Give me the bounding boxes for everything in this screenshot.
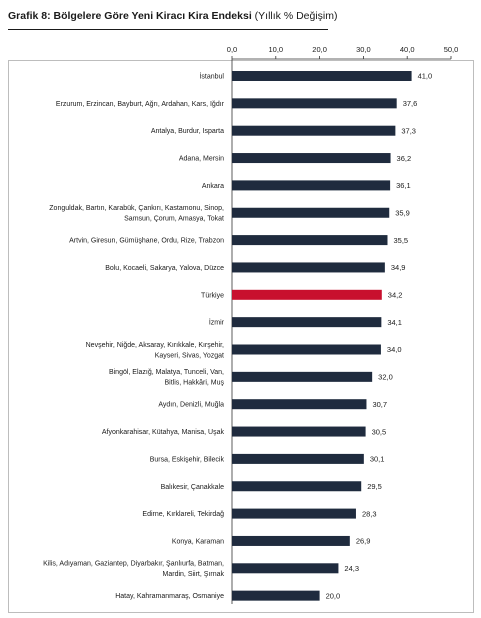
data-label: 37,6 bbox=[403, 99, 418, 108]
bar bbox=[232, 207, 390, 218]
data-label: 36,1 bbox=[396, 181, 411, 190]
data-label: 34,9 bbox=[391, 263, 406, 272]
chart-frame bbox=[8, 60, 474, 613]
data-label: 34,1 bbox=[387, 318, 402, 327]
data-label: 29,5 bbox=[367, 482, 382, 491]
data-label: 26,9 bbox=[356, 537, 371, 546]
data-label: 30,1 bbox=[370, 455, 385, 464]
bar bbox=[232, 262, 385, 273]
x-tick-label: 50,0 bbox=[444, 45, 459, 54]
data-label: 28,3 bbox=[362, 509, 377, 518]
data-label: 32,0 bbox=[378, 373, 393, 382]
bar bbox=[232, 453, 364, 464]
data-label: 24,3 bbox=[344, 564, 359, 573]
x-tick-label: 30,0 bbox=[356, 45, 371, 54]
x-tick-label: 10,0 bbox=[268, 45, 283, 54]
bar bbox=[232, 153, 391, 164]
category-label: Balıkesir, Çanakkale bbox=[161, 484, 225, 491]
x-tick-label: 40,0 bbox=[400, 45, 415, 54]
bar bbox=[232, 535, 350, 546]
bar bbox=[232, 508, 356, 519]
chart-title-unit: (Yıllık % Değişim) bbox=[254, 10, 338, 22]
category-label: Bingöl, Elazığ, Malatya, Tunceli, Van, Bi… bbox=[109, 369, 225, 387]
category-label: Konya, Karaman bbox=[172, 538, 224, 545]
data-label: 34,0 bbox=[387, 345, 402, 354]
category-label: Nevşehir, Niğde, Aksaray, Kırıkkale, Kır… bbox=[86, 342, 224, 360]
bar bbox=[232, 563, 339, 574]
data-label: 41,0 bbox=[418, 72, 433, 81]
bar bbox=[232, 71, 412, 81]
data-label: 30,5 bbox=[372, 427, 387, 436]
bar bbox=[232, 180, 391, 191]
category-label: Zonguldak, Bartın, Karabük, Çankırı, Kas… bbox=[49, 205, 224, 223]
category-label: Hatay, Kahramanmaraş, Osmaniye bbox=[115, 593, 224, 600]
category-label: Kilis, Adıyaman, Gaziantep, Diyarbakır, … bbox=[43, 561, 224, 579]
bar bbox=[232, 399, 367, 410]
bar bbox=[232, 426, 366, 437]
data-label: 37,3 bbox=[401, 126, 416, 135]
category-label: İzmir bbox=[209, 318, 225, 327]
data-label: 34,2 bbox=[388, 291, 403, 300]
bar bbox=[232, 98, 397, 109]
category-label: Erzurum, Erzincan, Bayburt, Ağrı, Ardaha… bbox=[56, 101, 225, 108]
category-label: Artvin, Giresun, Gümüşhane, Ordu, Rize, … bbox=[69, 238, 224, 245]
category-label: Antalya, Burdur, Isparta bbox=[151, 128, 224, 135]
bar bbox=[232, 590, 320, 601]
bar bbox=[232, 481, 362, 492]
data-label: 30,7 bbox=[372, 400, 387, 409]
bar bbox=[232, 371, 373, 382]
category-label: Aydın, Denizli, Muğla bbox=[158, 402, 224, 409]
category-label: Bursa, Eskişehir, Bilecik bbox=[150, 456, 225, 463]
category-label: Ankara bbox=[202, 183, 224, 190]
bar bbox=[232, 317, 382, 328]
data-label: 20,0 bbox=[326, 591, 341, 600]
category-label: İstanbul bbox=[199, 72, 224, 81]
bar bbox=[232, 289, 382, 300]
x-tick-label: 20,0 bbox=[312, 45, 327, 54]
category-label: Edirne, Kırklareli, Tekirdağ bbox=[142, 511, 224, 518]
category-label: Türkiye bbox=[201, 292, 224, 299]
bar bbox=[232, 344, 381, 355]
category-label: Bolu, Kocaeli, Sakarya, Yalova, Düzce bbox=[105, 265, 224, 272]
data-label: 35,5 bbox=[393, 236, 408, 245]
chart-title-bold: Grafik 8: Bölgelere Göre Yeni Kiracı Kir… bbox=[8, 10, 252, 22]
category-label: Adana, Mersin bbox=[179, 156, 224, 163]
bar bbox=[232, 235, 388, 246]
chart-title: Grafik 8: Bölgelere Göre Yeni Kiracı Kir… bbox=[8, 9, 338, 23]
chart-title-block: Grafik 8: Bölgelere Göre Yeni Kiracı Kir… bbox=[8, 9, 338, 30]
data-label: 35,9 bbox=[395, 208, 410, 217]
x-tick-label: 0,0 bbox=[227, 45, 237, 54]
data-label: 36,2 bbox=[397, 154, 412, 163]
category-label: Afyonkarahisar, Kütahya, Manisa, Uşak bbox=[102, 429, 225, 436]
bar bbox=[232, 125, 396, 136]
